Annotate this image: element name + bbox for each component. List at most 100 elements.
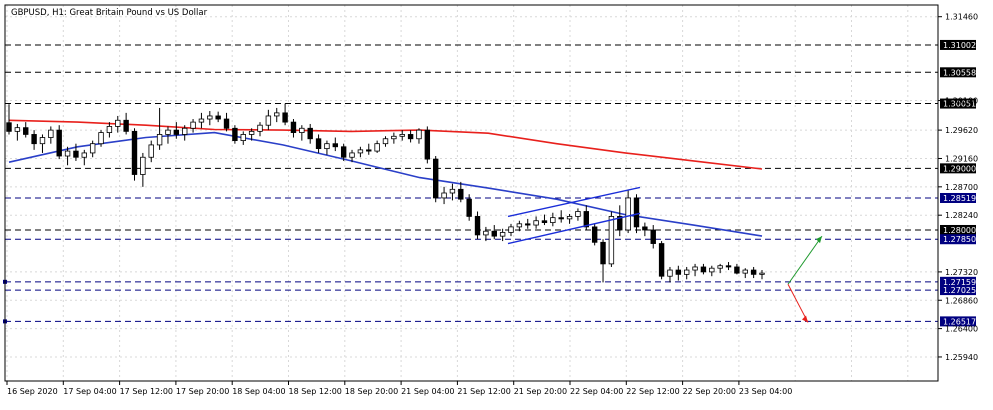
candle-body-bull — [759, 272, 765, 275]
candle-body-bear — [617, 216, 623, 231]
candle — [575, 208, 581, 221]
candle-body-bull — [449, 188, 456, 194]
candle-body-bear — [558, 217, 564, 220]
candle — [709, 265, 715, 277]
channel-upper-line — [507, 186, 641, 218]
level-price-label: 1.30558 — [943, 68, 976, 77]
candle-body-bear — [173, 129, 180, 135]
candle — [56, 125, 62, 160]
candle-body-bear — [424, 129, 431, 160]
candle-body-bull — [533, 220, 539, 226]
candle-body-bull — [399, 134, 405, 137]
candle — [759, 270, 765, 280]
candle-body-bear — [307, 127, 313, 140]
level-price-label: 1.29000 — [943, 164, 976, 173]
candle-body-bull — [274, 112, 280, 117]
candle-body-bull — [299, 127, 305, 133]
candle — [307, 123, 313, 144]
candle-body-bear — [650, 229, 656, 244]
level-price-label: 1.30051 — [943, 100, 976, 109]
candle-body-bull — [198, 118, 205, 123]
candle-body-bear — [458, 188, 464, 200]
candle-body-bull — [508, 226, 514, 233]
candle-body-bull — [115, 119, 121, 127]
candle-body-bull — [516, 223, 523, 228]
x-tick-label: 21 Sep 20:00 — [514, 387, 567, 396]
candle-body-bear — [232, 127, 238, 142]
candle — [357, 146, 364, 158]
candle — [449, 183, 456, 201]
x-tick-label: 22 Sep 04:00 — [570, 387, 623, 396]
candle — [366, 143, 372, 155]
level-price-box — [940, 67, 976, 78]
candle — [198, 112, 205, 129]
candle — [315, 134, 322, 153]
candle-body-bear — [466, 198, 472, 217]
y-tick-label: 1.27320 — [945, 268, 978, 277]
candle-body-bear — [432, 158, 439, 199]
level-price-box — [940, 98, 976, 109]
y-tick-label: 1.26400 — [945, 325, 978, 334]
candle-body-bull — [575, 211, 581, 217]
level-price-label: 1.26517 — [943, 317, 976, 326]
candle — [458, 181, 464, 203]
candle-body-bull — [148, 144, 154, 158]
candle — [667, 266, 673, 283]
candle-body-bull — [14, 127, 21, 132]
candle — [173, 122, 180, 139]
x-tick-label: 23 Sep 04:00 — [739, 387, 792, 396]
candle-body-bear — [642, 226, 648, 231]
channel-lower-line — [507, 212, 641, 245]
candle-body-bull — [742, 269, 748, 274]
candle-body-bear — [700, 266, 707, 273]
candle — [683, 266, 690, 280]
candle-body-bull — [382, 138, 389, 145]
candle — [550, 212, 556, 227]
x-tick-label: 17 Sep 20:00 — [176, 387, 229, 396]
candle-body-bull — [240, 134, 246, 142]
grid — [5, 5, 938, 381]
candle — [81, 149, 88, 166]
bearish-arrow — [787, 283, 809, 323]
candle — [274, 107, 280, 123]
candle-body-bull — [81, 152, 88, 158]
y-tick-label: 1.28700 — [945, 183, 978, 192]
candle — [382, 136, 389, 147]
candle — [349, 149, 355, 163]
bullish-arrow — [787, 235, 823, 285]
axes: 16 Sep 2020 17 Sep 04:00 17 Sep 12:00 17 Se… — [4, 4, 978, 396]
candle — [625, 189, 631, 234]
candle — [207, 111, 213, 126]
horizontal-levels: 1.31002 1.30558 1.30051 1.29000 1.28519 1.280… — [3, 39, 976, 327]
candle — [566, 213, 573, 224]
level-price-label: 1.27850 — [943, 235, 976, 244]
candle — [432, 156, 439, 203]
candle — [541, 214, 548, 226]
candle-body-bear — [734, 266, 740, 274]
candle — [123, 112, 129, 135]
candle — [608, 211, 615, 267]
candle-body-bull — [499, 232, 506, 237]
candle — [525, 218, 531, 229]
candle-body-bull — [483, 230, 489, 236]
candle — [98, 130, 104, 147]
candle — [215, 111, 221, 123]
level-price-box — [940, 276, 976, 287]
candle-body-bull — [257, 124, 263, 132]
candle-body-bull — [692, 266, 698, 271]
candle-body-bull — [190, 121, 196, 129]
candle-body-bear — [332, 143, 339, 148]
y-tick-label: 1.29160 — [945, 154, 978, 163]
candle — [441, 186, 447, 205]
candle — [257, 122, 263, 137]
candle-body-bear — [340, 146, 347, 158]
candle-body-bull — [64, 150, 71, 157]
candle — [675, 265, 682, 281]
candle — [483, 226, 489, 242]
candle-body-bull — [48, 129, 54, 138]
candle-body-bull — [625, 197, 631, 231]
level-price-label: 1.28000 — [943, 226, 976, 235]
candle-body-bear — [591, 226, 598, 243]
